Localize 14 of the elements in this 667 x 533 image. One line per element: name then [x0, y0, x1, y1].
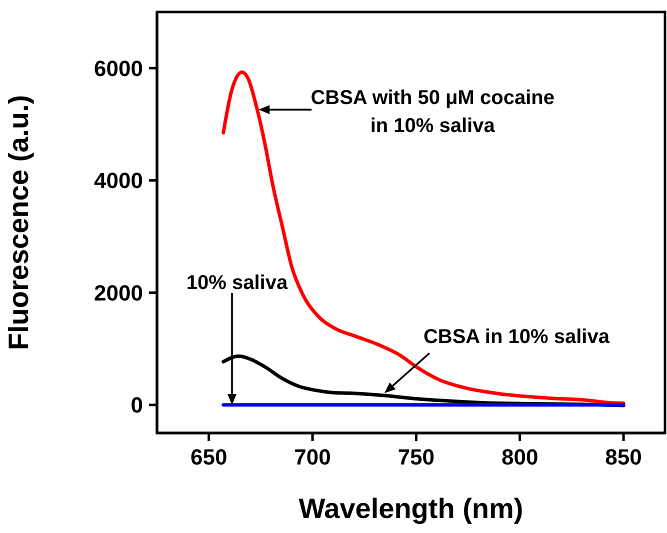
x-tick-label: 850 — [605, 444, 642, 470]
y-tick-label: 6000 — [94, 56, 143, 81]
x-axis-title: Wavelength (nm) — [298, 493, 524, 524]
x-tick-label: 700 — [294, 444, 331, 470]
annotation: CBSA in 10% saliva — [422, 325, 611, 350]
x-tick-label: 800 — [502, 444, 538, 470]
x-tick-label: 650 — [190, 444, 228, 470]
annotation: CBSA with 50 μM cocaine in 10% saliva — [310, 86, 556, 139]
y-axis-title: Fluorescence (a.u.) — [2, 94, 34, 350]
y-tick-label: 4000 — [94, 168, 143, 194]
y-tick-label: 2000 — [94, 280, 143, 306]
y-tick-label: 0 — [130, 392, 143, 418]
annotation: 10% saliva — [185, 271, 289, 296]
x-tick-label: 750 — [398, 444, 435, 470]
